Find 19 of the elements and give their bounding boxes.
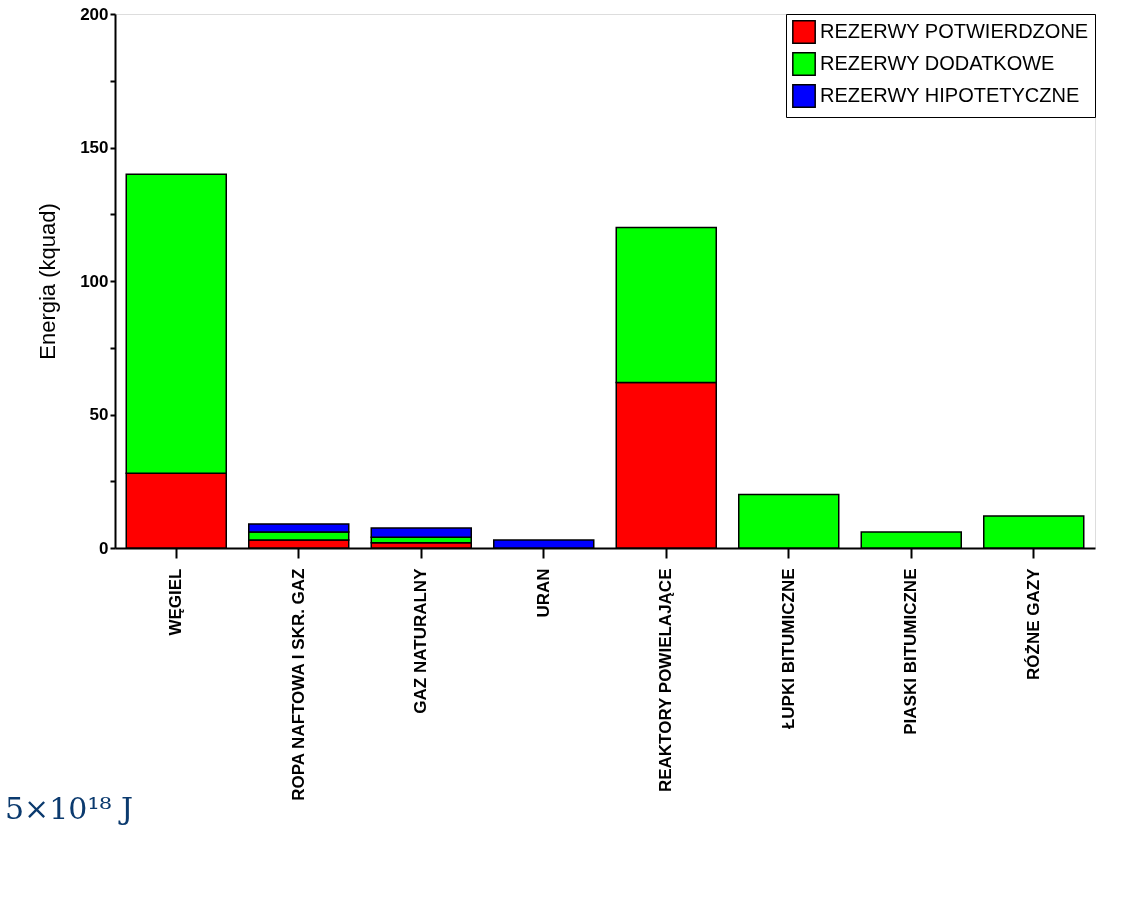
x-tick-label: GAZ NATURALNY (411, 567, 431, 714)
bar (370, 527, 472, 539)
x-tick-label: PIASKI BITUMICZNE (901, 568, 921, 735)
y-tick-label: 150 (80, 138, 109, 157)
x-tick-label: REAKTORY POWIELAJĄCE (656, 568, 676, 793)
x-tick-label: ŁUPKI BITUMICZNE (778, 568, 798, 730)
y-tick-label: 0 (99, 538, 109, 558)
legend-label: REZERWY DODATKOWE (820, 52, 1055, 74)
legend-label: REZERWY POTWIERDZONE (820, 20, 1089, 42)
y-axis-title: Energia (kquad) (35, 203, 61, 360)
y-tick-label: 50 (89, 405, 109, 424)
x-tick-label: ROPA NAFTOWA I SKR. GAZ (288, 568, 308, 801)
y-tick-label: 100 (80, 271, 109, 291)
text: 5×10¹⁸ J (5, 791, 134, 826)
legend-label: REZERWY HIPOTETYCZNE (820, 84, 1080, 106)
x-tick-label: URAN (533, 568, 553, 618)
y-tick-label: 200 (80, 4, 109, 24)
x-tick-label: WĘGIEL (166, 568, 186, 636)
x-tick-label: RÓŻNE GAZY (1023, 567, 1043, 680)
